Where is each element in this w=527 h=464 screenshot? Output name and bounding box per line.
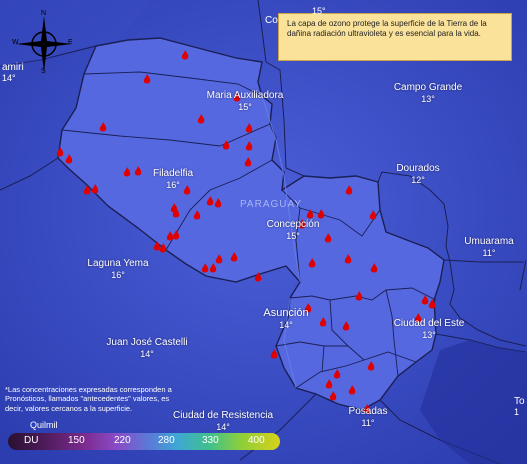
fire-hotspot-icon: [230, 252, 238, 262]
fire-hotspot-icon: [304, 303, 312, 313]
fire-hotspot-icon: [65, 154, 73, 164]
fire-hotspot-icon: [244, 157, 252, 167]
fire-hotspot-icon: [367, 361, 375, 371]
fire-hotspot-icon: [91, 184, 99, 194]
city-label-filadelfia: Filadelfia 16°: [152, 168, 194, 190]
fire-hotspot-icon: [159, 243, 167, 253]
compass-icon: [16, 16, 72, 72]
city-label-maria-auxiliadora: Maria Auxiliadora 15°: [206, 90, 284, 112]
fire-hotspot-icon: [56, 147, 64, 157]
city-label-umuarama: Umuarama 11°: [464, 236, 514, 258]
compass-e: E: [68, 39, 73, 46]
fire-hotspot-icon: [143, 74, 151, 84]
compass-rose: N S E W: [12, 10, 76, 76]
city-label-asuncion: Asunción 14°: [263, 307, 309, 330]
legend-tick-3: 280: [158, 435, 175, 446]
city-label-concepcion: Concepción 15°: [266, 219, 320, 241]
fire-hotspot-icon: [345, 185, 353, 195]
fire-hotspot-icon: [166, 231, 174, 241]
fire-hotspot-icon: [421, 295, 429, 305]
fire-hotspot-icon: [254, 272, 262, 282]
fire-hotspot-icon: [83, 185, 91, 195]
city-label-laguna-yema: Laguna Yema 16°: [87, 258, 149, 280]
fire-hotspot-icon: [222, 140, 230, 150]
legend-tick-2: 220: [114, 435, 131, 446]
fire-hotspot-icon: [134, 166, 142, 176]
fire-hotspot-icon: [428, 299, 436, 309]
ozone-info-box: La capa de ozono protege la superficie d…: [278, 13, 512, 61]
fire-hotspot-icon: [172, 230, 180, 240]
fire-hotspot-icon: [270, 349, 278, 359]
fire-hotspot-icon: [333, 369, 341, 379]
fire-hotspot-icon: [325, 379, 333, 389]
fire-hotspot-icon: [153, 241, 161, 251]
fire-hotspot-icon: [348, 385, 356, 395]
fire-hotspot-icon: [370, 263, 378, 273]
fire-hotspot-icon: [369, 210, 377, 220]
fire-hotspot-icon: [306, 209, 314, 219]
fire-hotspot-icon: [197, 114, 205, 124]
compass-s: S: [41, 68, 46, 75]
fire-hotspot-icon: [201, 263, 209, 273]
legend-tick-1: 150: [68, 435, 85, 446]
city-label-campo-grande: Campo Grande 13°: [393, 82, 463, 104]
partial-city-right: To 1: [514, 396, 525, 417]
fire-hotspot-icon: [123, 167, 131, 177]
city-label-ciudad-del-este: Ciudad del Este 13°: [393, 318, 465, 340]
compass-n: N: [41, 10, 47, 17]
rivers: [261, 95, 301, 389]
fire-hotspot-icon: [193, 210, 201, 220]
light-terrain: [0, 0, 150, 66]
legend-unit: DU: [24, 435, 39, 446]
dark-terrain: [420, 340, 527, 464]
fire-hotspots: [56, 50, 436, 414]
fire-hotspot-icon: [355, 291, 363, 301]
fire-hotspot-icon: [414, 313, 422, 323]
fire-hotspot-icon: [298, 219, 306, 229]
partial-city-bottom: Quilmil: [30, 420, 58, 430]
ozone-legend-bar: DU 150 220 280 330 400: [8, 433, 280, 450]
fire-hotspot-icon: [342, 321, 350, 331]
fire-hotspot-icon: [172, 208, 180, 218]
fire-hotspot-icon: [245, 123, 253, 133]
fire-hotspot-icon: [308, 258, 316, 268]
fire-hotspot-icon: [245, 141, 253, 151]
city-label-juan-jose-castelli: Juan José Castelli 14°: [106, 337, 188, 359]
fire-hotspot-icon: [206, 196, 214, 206]
legend-tick-4: 330: [202, 435, 219, 446]
legend-tick-5: 400: [248, 435, 265, 446]
fire-hotspot-icon: [209, 263, 217, 273]
footnote: *Las concentraciones expresadas correspo…: [5, 385, 172, 413]
fire-hotspot-icon: [363, 404, 371, 414]
fire-hotspot-icon: [215, 254, 223, 264]
fire-hotspot-icon: [181, 50, 189, 60]
fire-hotspot-icon: [99, 122, 107, 132]
partial-city-top-temp: 15°: [312, 6, 326, 16]
fire-hotspot-icon: [233, 92, 241, 102]
fire-hotspot-icon: [214, 198, 222, 208]
country-label: PARAGUAY: [240, 199, 303, 210]
compass-w: W: [12, 39, 19, 46]
department-borders: [61, 71, 437, 389]
partial-city-left: amiri 14°: [2, 62, 24, 83]
fire-hotspot-icon: [329, 391, 337, 401]
city-label-dourados: Dourados 12°: [396, 163, 440, 185]
fire-hotspot-icon: [324, 233, 332, 243]
fire-hotspot-icon: [317, 209, 325, 219]
fire-hotspot-icon: [319, 317, 327, 327]
city-label-posadas: Posadas 11°: [348, 406, 388, 428]
city-label-ciudad-de-resistencia: Ciudad de Resistencia 14°: [172, 410, 274, 432]
fire-hotspot-icon: [344, 254, 352, 264]
fire-hotspot-icon: [183, 185, 191, 195]
partial-city-top: Co: [265, 15, 278, 26]
